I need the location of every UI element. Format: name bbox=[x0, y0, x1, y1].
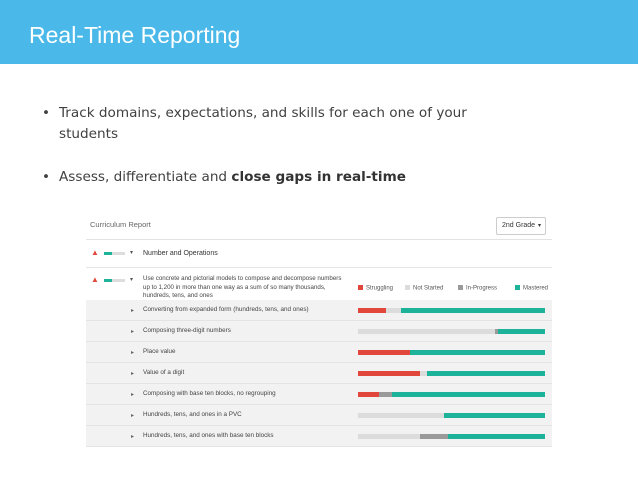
mastered-segment bbox=[410, 350, 545, 355]
bullet-bold-text: close gaps in real-time bbox=[231, 169, 406, 185]
domain-row[interactable]: ▲ ▾ Number and Operations bbox=[86, 240, 552, 268]
skill-status-bar bbox=[358, 434, 545, 439]
skill-row[interactable]: ▸ Converting from expanded form (hundred… bbox=[86, 300, 552, 321]
warning-icon: ▲ bbox=[91, 248, 99, 257]
mastered-segment bbox=[401, 308, 545, 313]
skill-label: Hundreds, tens, and ones in a PVC bbox=[143, 411, 242, 418]
mastered-segment bbox=[444, 413, 545, 418]
bullet-dot: • bbox=[42, 169, 51, 185]
report-title: Curriculum Report bbox=[90, 220, 151, 229]
chevron-right-icon[interactable]: ▸ bbox=[131, 392, 135, 398]
legend-label: Not Started bbox=[413, 285, 444, 292]
skill-row[interactable]: ▸ Hundreds, tens, and ones in a PVC bbox=[86, 405, 552, 426]
skill-row[interactable]: ▸ Hundreds, tens, and ones with base ten… bbox=[86, 426, 552, 447]
expectation-text: Use concrete and pictorial models to com… bbox=[143, 275, 342, 300]
skill-label: Composing with base ten blocks, no regro… bbox=[143, 390, 276, 397]
expectation-progress-bar bbox=[104, 279, 125, 282]
mastered-segment bbox=[391, 392, 545, 397]
legend-item: Mastered bbox=[515, 285, 548, 292]
chevron-down-icon[interactable]: ▾ bbox=[130, 277, 134, 283]
curriculum-report-panel: Curriculum Report 2nd Grade ▾ ▲ ▾ Number… bbox=[86, 210, 552, 450]
skill-label: Value of a digit bbox=[143, 369, 185, 376]
not-started-segment bbox=[358, 413, 445, 418]
legend-swatch bbox=[515, 285, 520, 290]
legend-item: In-Progress bbox=[458, 285, 497, 292]
skill-label: Composing three-digit numbers bbox=[143, 327, 231, 334]
struggling-segment bbox=[358, 371, 420, 376]
bullet-item: • Track domains, expectations, and skill… bbox=[42, 103, 512, 145]
skill-row[interactable]: ▸ Composing three-digit numbers bbox=[86, 321, 552, 342]
chevron-right-icon[interactable]: ▸ bbox=[131, 434, 135, 440]
mastered-segment bbox=[447, 434, 545, 439]
legend-item: Not Started bbox=[405, 285, 443, 292]
skill-status-bar bbox=[358, 392, 545, 397]
grade-select-value: 2nd Grade bbox=[502, 222, 536, 229]
in-progress-segment bbox=[378, 392, 392, 397]
slide-title: Real-Time Reporting bbox=[29, 22, 241, 48]
bullet-text: Track domains, expectations, and skills … bbox=[59, 105, 467, 142]
domain-progress-bar bbox=[104, 252, 125, 255]
legend-swatch bbox=[458, 285, 463, 290]
chevron-right-icon[interactable]: ▸ bbox=[131, 350, 135, 356]
chevron-right-icon[interactable]: ▸ bbox=[131, 329, 135, 335]
chevron-down-icon: ▾ bbox=[537, 223, 541, 229]
chevron-right-icon[interactable]: ▸ bbox=[131, 308, 135, 314]
in-progress-segment bbox=[494, 329, 499, 334]
not-started-segment bbox=[386, 308, 401, 313]
bullet-dot: • bbox=[42, 105, 51, 121]
legend-label: In-Progress bbox=[466, 285, 498, 292]
in-progress-segment bbox=[419, 434, 448, 439]
struggling-segment bbox=[358, 392, 379, 397]
skill-row[interactable]: ▸ Value of a digit bbox=[86, 363, 552, 384]
legend-swatch bbox=[358, 285, 363, 290]
legend-label: Mastered bbox=[523, 285, 549, 292]
skill-label: Hundreds, tens, and ones with base ten b… bbox=[143, 432, 274, 439]
report-header: Curriculum Report 2nd Grade ▾ bbox=[86, 210, 552, 240]
slide-title-bar: Real-Time Reporting bbox=[0, 0, 638, 64]
legend-label: Struggling bbox=[366, 285, 394, 292]
skill-row[interactable]: ▸ Composing with base ten blocks, no reg… bbox=[86, 384, 552, 405]
domain-label: Number and Operations bbox=[143, 250, 218, 257]
not-started-segment bbox=[358, 329, 495, 334]
legend-swatch bbox=[405, 285, 410, 290]
skill-status-bar bbox=[358, 413, 545, 418]
mastered-segment bbox=[498, 329, 545, 334]
skill-label: Place value bbox=[143, 348, 176, 355]
chevron-right-icon[interactable]: ▸ bbox=[131, 413, 135, 419]
struggling-segment bbox=[358, 350, 411, 355]
warning-icon: ▲ bbox=[91, 275, 99, 284]
chevron-down-icon[interactable]: ▾ bbox=[130, 250, 134, 256]
struggling-segment bbox=[358, 308, 387, 313]
skill-label: Converting from expanded form (hundreds,… bbox=[143, 306, 309, 313]
mastered-segment bbox=[427, 371, 545, 376]
not-started-segment bbox=[419, 371, 428, 376]
not-started-segment bbox=[358, 434, 420, 439]
skill-status-bar bbox=[358, 350, 545, 355]
grade-select[interactable]: 2nd Grade ▾ bbox=[496, 217, 546, 235]
skill-status-bar bbox=[358, 371, 545, 376]
bullet-list: • Track domains, expectations, and skill… bbox=[42, 103, 512, 210]
skill-status-bar bbox=[358, 308, 545, 313]
chevron-right-icon[interactable]: ▸ bbox=[131, 371, 135, 377]
skill-row[interactable]: ▸ Place value bbox=[86, 342, 552, 363]
skill-status-bar bbox=[358, 329, 545, 334]
bullet-item: • Assess, differentiate and close gaps i… bbox=[42, 167, 512, 188]
bullet-text: Assess, differentiate and bbox=[59, 169, 232, 185]
legend-item: Struggling bbox=[358, 285, 393, 292]
